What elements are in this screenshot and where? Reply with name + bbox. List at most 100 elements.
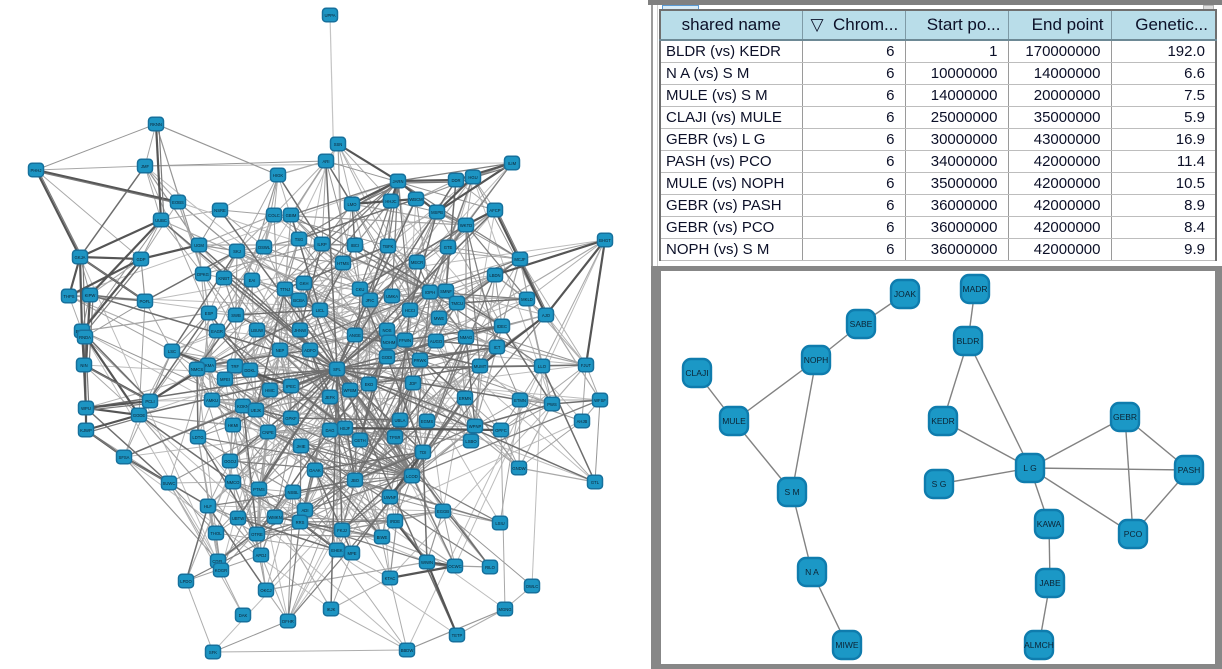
svg-text:OTRE: OTRE bbox=[251, 532, 263, 537]
svg-text:ICT: ICT bbox=[494, 345, 501, 350]
svg-text:HGU: HGU bbox=[468, 175, 477, 180]
svg-text:THOL: THOL bbox=[210, 531, 222, 536]
svg-text:DPKG: DPKG bbox=[197, 272, 209, 277]
svg-text:EOBS: EOBS bbox=[172, 200, 184, 205]
svg-text:MGNG: MGNG bbox=[498, 607, 511, 612]
svg-text:MECR: MECR bbox=[411, 260, 423, 265]
svg-text:OAAK: OAAK bbox=[309, 468, 321, 473]
svg-text:LCOD: LCOD bbox=[406, 474, 418, 479]
svg-text:NMAG: NMAG bbox=[460, 335, 473, 340]
svg-text:FFWN: FFWN bbox=[399, 338, 411, 343]
svg-text:NOS: NOS bbox=[382, 328, 391, 333]
svg-text:WKTD: WKTD bbox=[460, 223, 472, 228]
svg-text:PWS: PWS bbox=[547, 402, 557, 407]
svg-text:WBCM: WBCM bbox=[409, 197, 423, 202]
svg-text:WFSF: WFSF bbox=[594, 398, 606, 403]
svg-text:MWE: MWE bbox=[434, 316, 444, 321]
svg-text:MSPB: MSPB bbox=[431, 210, 443, 215]
svg-text:RKNN: RKNN bbox=[150, 122, 162, 127]
svg-text:JABE: JABE bbox=[1039, 578, 1061, 588]
svg-text:TDI: TDI bbox=[420, 450, 427, 455]
svg-text:IPEC: IPEC bbox=[286, 384, 296, 389]
svg-text:IOPH: IOPH bbox=[425, 290, 435, 295]
svg-text:TSG: TSG bbox=[295, 237, 304, 242]
svg-text:KIPW: KIPW bbox=[85, 293, 96, 298]
svg-text:AMKU: AMKU bbox=[206, 398, 218, 403]
svg-text:ILRP: ILRP bbox=[317, 242, 327, 247]
svg-text:S G: S G bbox=[932, 479, 947, 489]
svg-text:LICL: LICL bbox=[316, 308, 326, 313]
svg-text:EGGB: EGGB bbox=[437, 509, 449, 514]
svg-text:SABE: SABE bbox=[850, 319, 873, 329]
svg-text:ERMN: ERMN bbox=[459, 396, 471, 401]
svg-text:PCO: PCO bbox=[1124, 529, 1143, 539]
svg-text:DAK: DAK bbox=[239, 613, 248, 618]
svg-text:PCLI: PCLI bbox=[145, 399, 154, 404]
svg-text:PHHJ: PHHJ bbox=[31, 168, 42, 173]
svg-text:GPKF: GPKF bbox=[285, 416, 297, 421]
svg-text:JMF: JMF bbox=[141, 164, 150, 169]
svg-text:BHGT: BHGT bbox=[599, 238, 611, 243]
svg-text:KTAC: KTAC bbox=[385, 576, 396, 581]
svg-text:ILIM: ILIM bbox=[508, 161, 517, 166]
svg-text:JARN: JARN bbox=[393, 179, 404, 184]
svg-text:NOHM: NOHM bbox=[383, 340, 396, 345]
svg-text:RNDA: RNDA bbox=[79, 335, 91, 340]
svg-text:BLDR: BLDR bbox=[957, 336, 980, 346]
svg-text:L G: L G bbox=[1023, 463, 1036, 473]
svg-text:HLF: HLF bbox=[204, 504, 212, 509]
svg-text:WPNP: WPNP bbox=[469, 424, 482, 429]
svg-text:WIWN: WIWN bbox=[421, 560, 433, 565]
svg-text:APDJ: APDJ bbox=[256, 553, 267, 558]
svg-text:NIN: NIN bbox=[80, 363, 87, 368]
svg-text:HCCI: HCCI bbox=[405, 308, 415, 313]
svg-text:GBIM: GBIM bbox=[286, 213, 297, 218]
svg-text:GTL: GTL bbox=[591, 480, 600, 485]
svg-text:RRS: RRS bbox=[296, 520, 305, 525]
svg-text:DFHR: DFHR bbox=[282, 619, 294, 624]
svg-text:NOPH: NOPH bbox=[804, 355, 829, 365]
svg-text:NMCS: NMCS bbox=[191, 367, 204, 372]
svg-text:GEBR: GEBR bbox=[1113, 412, 1137, 422]
svg-text:LMO: LMO bbox=[347, 202, 357, 207]
svg-text:UPPA: UPPA bbox=[324, 13, 335, 18]
svg-text:HKMI: HKMI bbox=[228, 423, 238, 428]
svg-text:BBDW: BBDW bbox=[401, 648, 414, 653]
svg-text:ARI: ARI bbox=[323, 159, 330, 164]
svg-text:TTNJ: TTNJ bbox=[280, 287, 290, 292]
svg-text:AFCP: AFCP bbox=[489, 208, 500, 213]
svg-text:LBUW: LBUW bbox=[251, 328, 263, 333]
svg-text:UMKA: UMKA bbox=[386, 294, 398, 299]
svg-text:EAGR: EAGR bbox=[211, 329, 223, 334]
svg-text:LBDN: LBDN bbox=[489, 273, 500, 278]
svg-text:OCWC: OCWC bbox=[448, 564, 461, 569]
svg-text:GODE: GODE bbox=[133, 413, 146, 418]
svg-text:MPE: MPE bbox=[347, 551, 356, 556]
svg-text:KNBT: KNBT bbox=[218, 276, 230, 281]
svg-text:EAI: EAI bbox=[249, 278, 256, 283]
svg-text:JFIC: JFIC bbox=[366, 298, 375, 303]
svg-text:UUBC: UUBC bbox=[155, 218, 167, 223]
svg-text:UBLA: UBLA bbox=[395, 418, 406, 423]
svg-text:BIWE: BIWE bbox=[377, 535, 388, 540]
svg-text:FKJJ: FKJJ bbox=[337, 528, 347, 533]
svg-text:PASH: PASH bbox=[1178, 465, 1201, 475]
svg-text:NMCO: NMCO bbox=[227, 480, 241, 485]
svg-text:LPDO: LPDO bbox=[180, 579, 192, 584]
svg-text:AJO: AJO bbox=[542, 313, 551, 318]
svg-text:IDEC: IDEC bbox=[497, 324, 507, 329]
svg-text:CETH: CETH bbox=[354, 438, 365, 443]
svg-text:JHIE: JHIE bbox=[296, 444, 305, 449]
svg-text:PTMS: PTMS bbox=[253, 487, 265, 492]
svg-text:CDEL: CDEL bbox=[212, 559, 224, 564]
svg-text:IKJK: IKJK bbox=[327, 607, 336, 612]
svg-text:DAG: DAG bbox=[325, 428, 334, 433]
svg-text:AHJB: AHJB bbox=[577, 419, 588, 424]
svg-text:EKD: EKD bbox=[365, 382, 374, 387]
svg-text:CNPE: CNPE bbox=[262, 430, 274, 435]
svg-text:UWNF: UWNF bbox=[384, 495, 397, 500]
svg-text:UEJK: UEJK bbox=[251, 408, 262, 413]
svg-text:IRDE: IRDE bbox=[390, 519, 400, 524]
svg-text:NSRE: NSRE bbox=[214, 208, 226, 213]
svg-text:MADR: MADR bbox=[962, 284, 987, 294]
